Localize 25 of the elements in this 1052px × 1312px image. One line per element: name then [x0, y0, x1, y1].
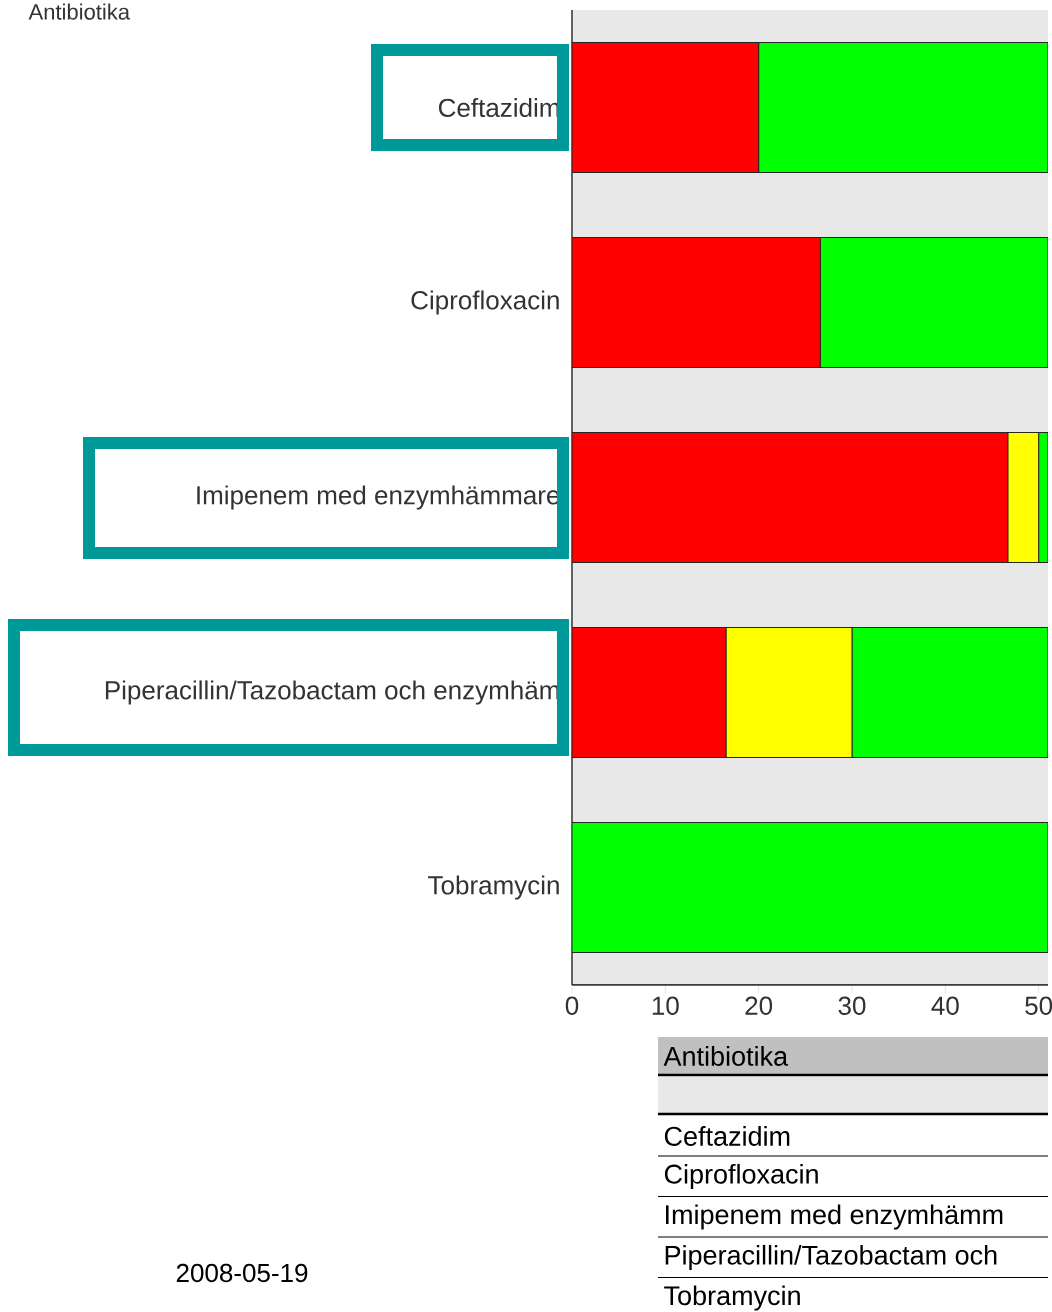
- x-tick-label: 0: [565, 996, 579, 1015]
- x-tick-label: 50: [1025, 996, 1052, 1015]
- y-tick-label: Imipenem med enzymhämmare: [197, 485, 560, 510]
- y-axis-title: Antibiotika: [28, 3, 131, 20]
- y-tick-label: Piperacillin/Tazobactam och enzymhäm: [105, 680, 559, 705]
- y-tick-label: Tobramycin: [428, 875, 559, 900]
- text: Ciprofloxacin: [664, 1163, 818, 1190]
- y-tick-label: Ciprofloxacin: [411, 290, 559, 315]
- text: Antibiotika: [663, 1046, 789, 1066]
- bar: [851, 627, 1048, 758]
- text: Tobramycin: [664, 1285, 800, 1311]
- y-tick-label: Ceftazidim: [438, 97, 559, 118]
- text: Ceftazidim: [664, 1126, 790, 1146]
- bar: [571, 237, 821, 369]
- x-tick-label: 10: [652, 996, 679, 1015]
- x-tick-label: 40: [931, 996, 959, 1015]
- bar: [819, 237, 1048, 369]
- text: Imipenem med enzymhämm: [666, 1204, 1003, 1230]
- x-tick-label: 20: [745, 996, 773, 1015]
- bar: [571, 822, 1048, 953]
- bar: [758, 42, 1048, 174]
- text: Piperacillin/Tazobactam och: [665, 1244, 997, 1271]
- x-tick-label: 30: [838, 996, 866, 1015]
- bar: [571, 627, 727, 758]
- text: 2008-05-19: [176, 1263, 308, 1283]
